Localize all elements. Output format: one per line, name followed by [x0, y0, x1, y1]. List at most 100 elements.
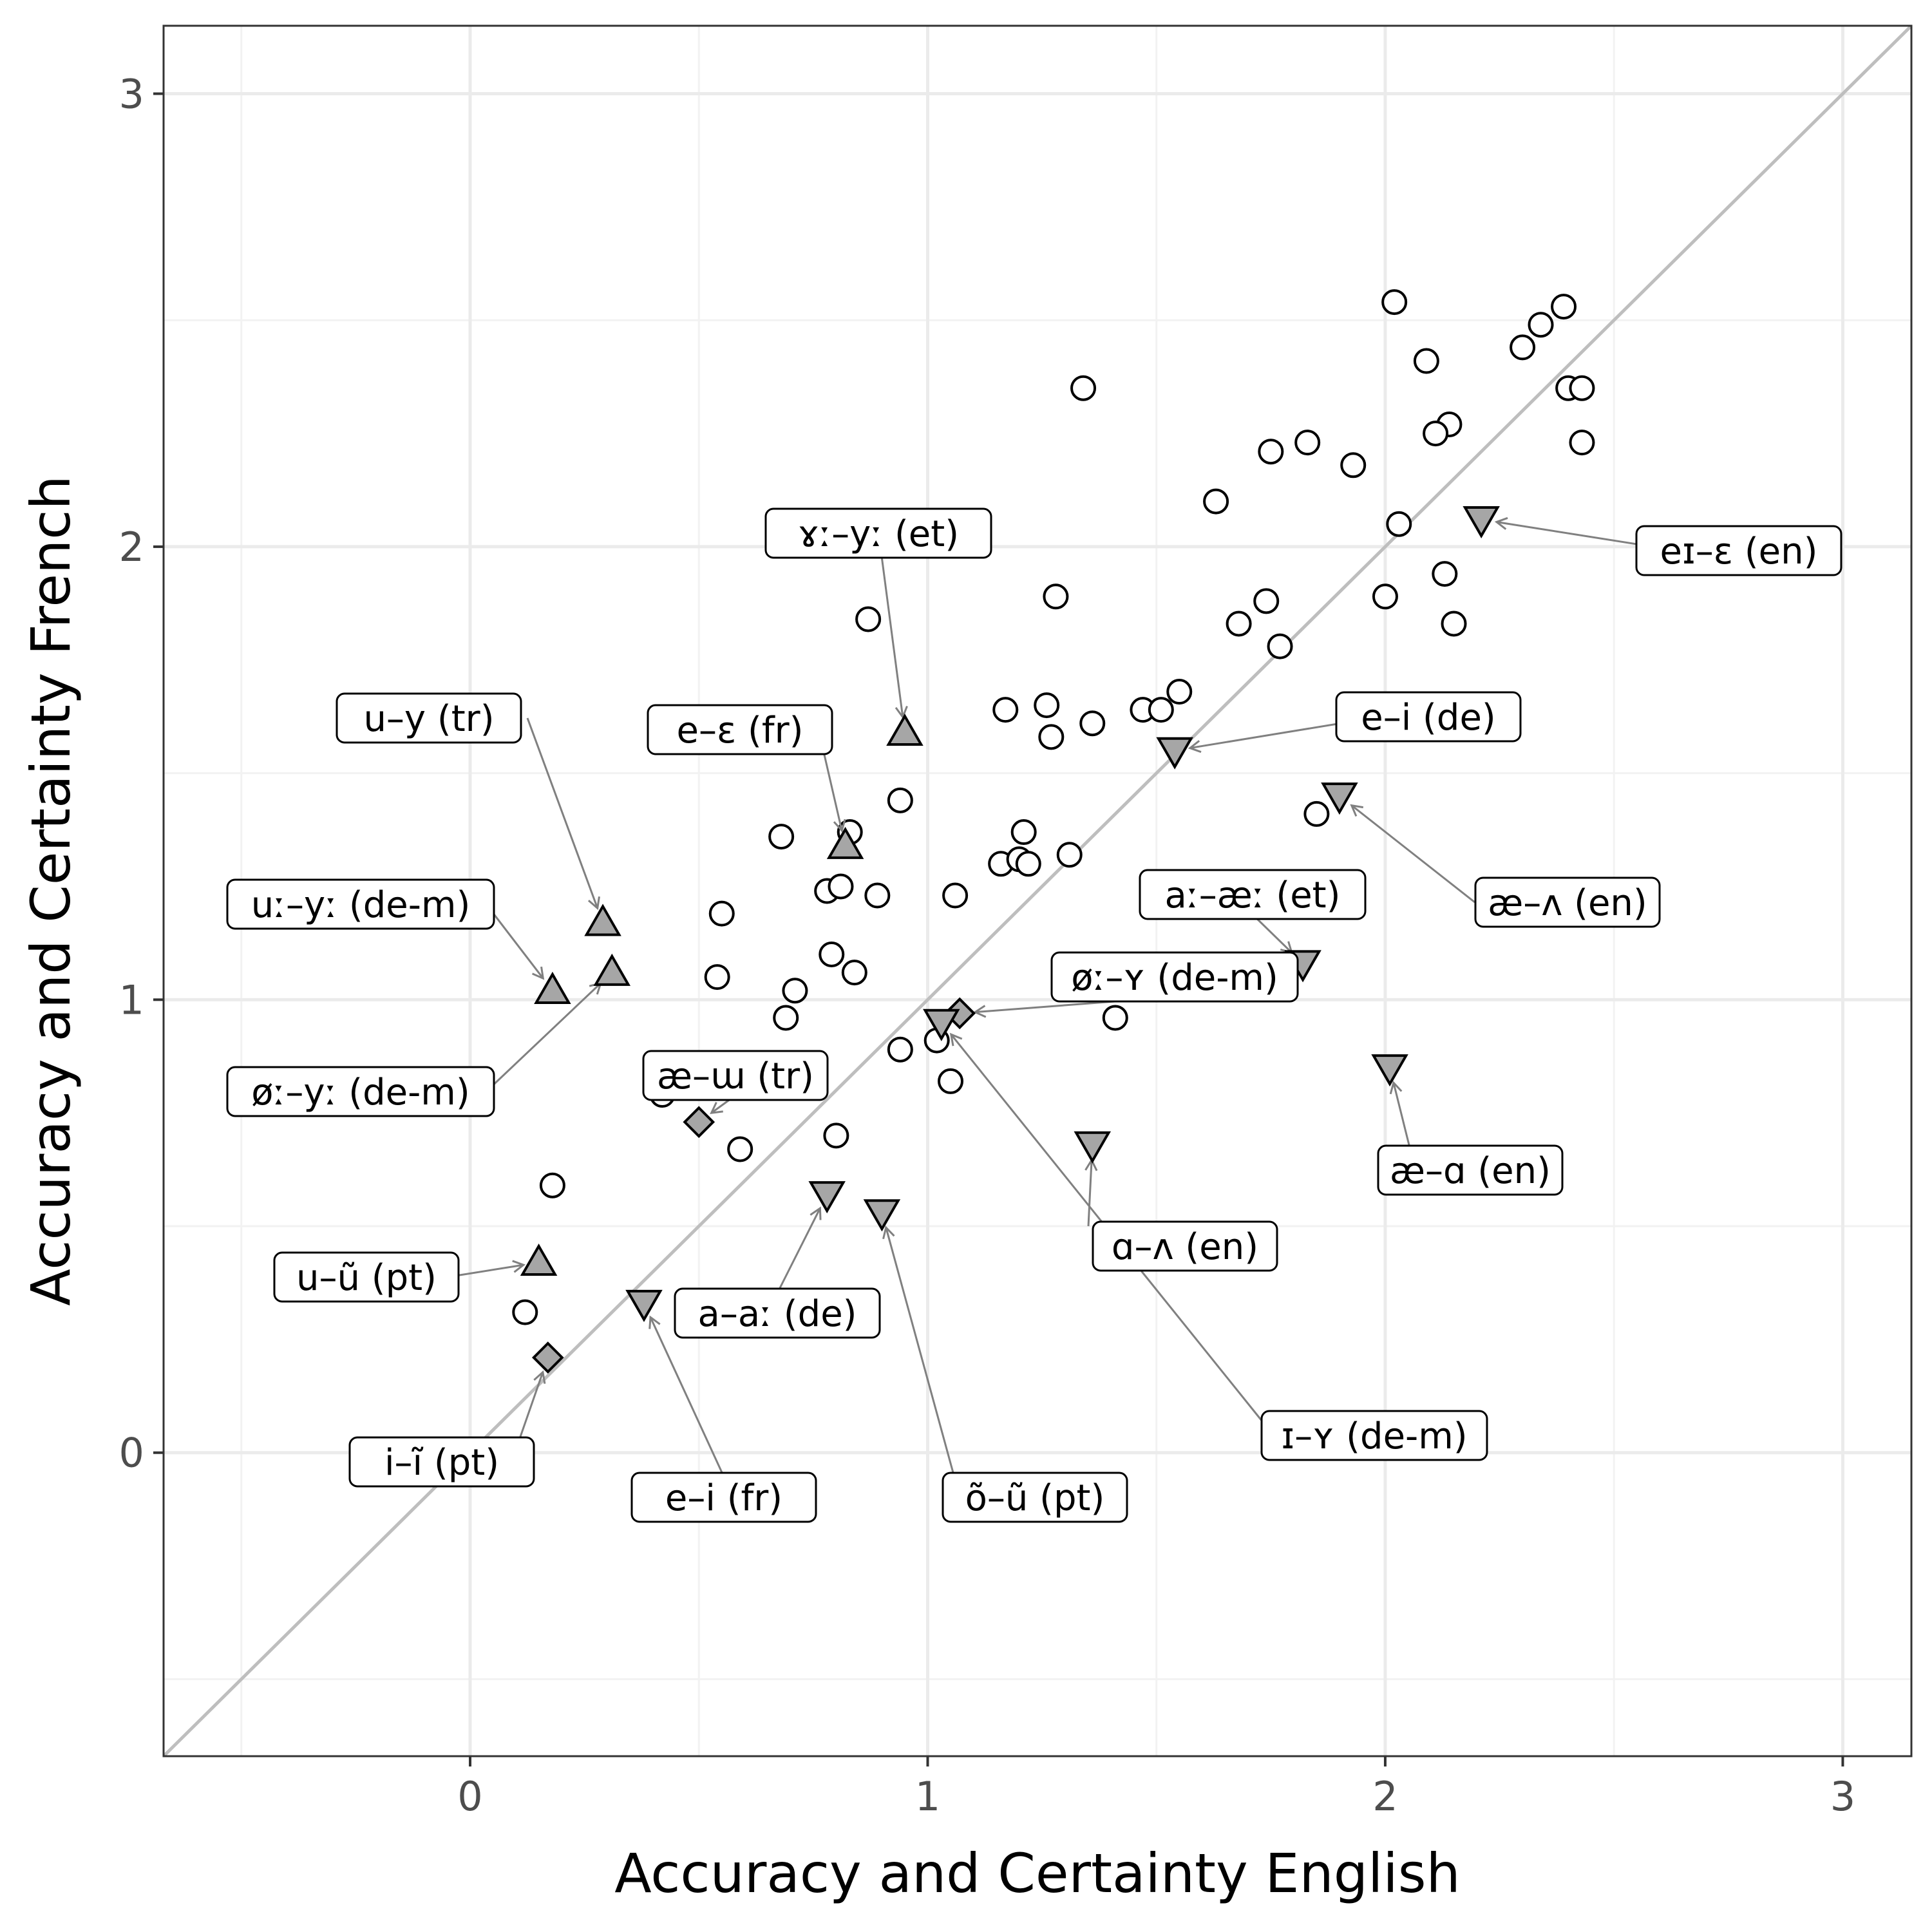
- point-label: i–ĩ (pt): [348, 1436, 535, 1488]
- leader-arrowhead: [710, 1101, 723, 1114]
- triangle-up-marker: [886, 713, 923, 746]
- leader-line: [1392, 1082, 1412, 1151]
- leader-line: [880, 551, 904, 717]
- panel-border: [162, 24, 1913, 1757]
- leader-line: [1350, 804, 1475, 904]
- point-label: a–aː (de): [674, 1287, 881, 1339]
- point-label-text: a–aː (de): [698, 1293, 857, 1335]
- point-label-box: [273, 1251, 460, 1303]
- point-label: e–i (fr): [630, 1472, 817, 1523]
- data-point: [773, 1005, 799, 1031]
- data-points: [512, 289, 1595, 1325]
- triangle-down-marker: [1371, 1054, 1408, 1087]
- point-label-text: æ–ɑ (en): [1390, 1150, 1551, 1192]
- point-label-text: øː–ʏ (de-m): [1071, 957, 1278, 999]
- data-point: [1413, 348, 1439, 374]
- point-label: æ–ɑ (en): [1377, 1144, 1564, 1196]
- point-label: u–y (tr): [336, 692, 522, 744]
- point-label-text: uː–yː (de-m): [251, 884, 471, 926]
- leader-line: [526, 717, 599, 909]
- data-point: [1528, 312, 1554, 338]
- point-label: e–i (de): [1335, 691, 1522, 743]
- diamond-marker: [683, 1106, 715, 1139]
- point-label-text: eɪ–ɛ (en): [1660, 531, 1818, 573]
- point-label-box: [942, 1472, 1128, 1523]
- data-point: [1267, 633, 1293, 659]
- leader-arrowhead: [1188, 740, 1202, 753]
- data-point: [512, 1299, 538, 1325]
- point-label-box: [226, 1066, 495, 1117]
- leader-line: [485, 904, 544, 980]
- data-point: [823, 1122, 849, 1149]
- data-point: [864, 882, 891, 909]
- point-label: æ–ʌ (en): [1474, 876, 1661, 928]
- data-point: [855, 606, 882, 632]
- point-label-box: [1335, 691, 1522, 743]
- data-point: [1079, 710, 1106, 737]
- data-point: [539, 1172, 565, 1198]
- data-point: [1034, 692, 1060, 719]
- data-point: [708, 900, 735, 927]
- leader-arrowhead: [533, 1370, 546, 1384]
- triangle-down-marker: [1463, 506, 1500, 539]
- data-point: [1015, 851, 1041, 877]
- data-point: [938, 1068, 964, 1094]
- leader-line: [885, 1227, 956, 1478]
- data-point: [887, 1036, 913, 1063]
- point-label: uː–yː (de-m): [226, 878, 495, 930]
- leader-arrowhead: [810, 1206, 822, 1220]
- leader-line: [1251, 913, 1293, 954]
- leader-arrowhead: [949, 1032, 963, 1046]
- point-label-box: [348, 1436, 535, 1488]
- triangle-up-marker: [584, 904, 621, 936]
- point-label: õ–ũ (pt): [942, 1472, 1128, 1523]
- leader-arrowhead: [882, 1226, 895, 1240]
- x-tick-label: 2: [1372, 1773, 1397, 1820]
- data-point: [1056, 842, 1083, 868]
- y-tick-label: 0: [119, 1430, 144, 1477]
- point-label-box: [1260, 1410, 1488, 1461]
- y-tick-label: 2: [119, 524, 144, 571]
- diamond-marker: [531, 1341, 564, 1374]
- leader-arrowhead: [587, 896, 600, 911]
- leader-line: [776, 1208, 821, 1294]
- point-label: øː–yː (de-m): [226, 1066, 495, 1117]
- data-point: [782, 978, 808, 1004]
- triangle-up-marker: [534, 971, 571, 1004]
- data-point: [1423, 421, 1449, 447]
- data-point: [1043, 583, 1069, 610]
- y-tick-label: 1: [119, 976, 144, 1023]
- point-label-text: ɑ–ʌ (en): [1112, 1226, 1258, 1268]
- point-label-text: æ–ɯ (tr): [657, 1056, 814, 1097]
- data-point: [942, 882, 969, 909]
- data-point: [841, 960, 867, 986]
- leader-line: [1087, 1160, 1093, 1227]
- point-label: ɪ–ʏ (de-m): [1260, 1410, 1488, 1461]
- data-point: [1569, 430, 1595, 456]
- leader-arrowhead: [1389, 1081, 1403, 1095]
- data-point: [1226, 611, 1252, 637]
- data-point: [1166, 679, 1193, 705]
- point-label-text: ɤː–yː (et): [798, 513, 959, 555]
- leader-line: [447, 1264, 524, 1278]
- data-point: [819, 941, 845, 967]
- data-point: [1102, 1005, 1128, 1031]
- point-label-text: õ–ũ (pt): [965, 1477, 1105, 1519]
- point-label-text: ɪ–ʏ (de-m): [1281, 1416, 1467, 1457]
- y-axis-title: Accuracy and Certainty French: [19, 475, 82, 1305]
- point-label-text: i–ĩ (pt): [384, 1442, 499, 1484]
- point-label-text: u–y (tr): [363, 698, 494, 740]
- leader-line: [1189, 721, 1350, 750]
- point-label-box: [630, 1472, 817, 1523]
- leader-arrowhead: [531, 966, 545, 980]
- data-point: [828, 873, 854, 900]
- point-label-text: e–i (fr): [665, 1477, 782, 1519]
- leader-line: [649, 1316, 725, 1477]
- axes: 0 1 2 3 0 1 2 3: [119, 71, 1856, 1820]
- data-point: [768, 824, 795, 850]
- point-label-text: e–i (de): [1361, 697, 1496, 739]
- data-point: [1148, 697, 1174, 723]
- data-point: [1010, 819, 1037, 846]
